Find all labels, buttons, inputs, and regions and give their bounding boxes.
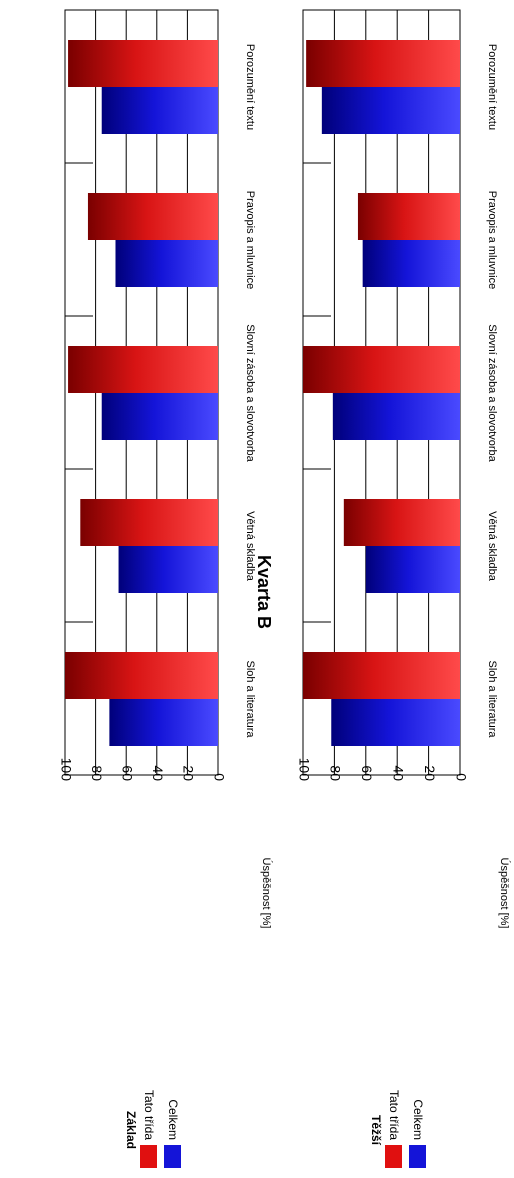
bar-tato-trida — [68, 346, 218, 393]
legend-label: Celkem — [166, 1099, 180, 1140]
legend-swatch-celkem — [164, 1145, 181, 1168]
category-label: Sloh a literatura — [244, 660, 256, 738]
bar-tato-trida — [343, 499, 460, 546]
category-label: Pravopis a mluvnice — [244, 191, 256, 289]
bar-celkem — [365, 546, 460, 593]
category-label: Sloh a literatura — [486, 660, 498, 738]
charts-group: 0 20 40 60 80 100 Porozumění textu Pravopis a m… — [58, 9, 511, 1168]
tick-label: 100 — [58, 758, 74, 782]
tick-label: 0 — [453, 773, 469, 781]
bar-tato-trida — [65, 652, 218, 699]
bar-celkem — [101, 87, 218, 134]
legend-swatch-tato-trida — [385, 1145, 402, 1168]
category-label: Větná skladba — [244, 511, 256, 582]
bar-tato-trida — [80, 499, 218, 546]
legend-label: Tato třída — [142, 1090, 156, 1140]
category-label: Slovní zásoba a slovotvorba — [486, 324, 498, 462]
axis-label: Úspěšnost [%] — [260, 858, 273, 929]
bar-celkem — [101, 393, 218, 440]
tick-label: 20 — [181, 765, 197, 781]
chart-2: 0 20 40 60 80 100 Porozumění textu Pravopis a m… — [296, 9, 511, 1168]
bar-celkem — [118, 546, 218, 593]
bar-tato-trida — [87, 193, 218, 240]
category-label: Porozumění textu — [244, 44, 256, 130]
legend-label: Celkem — [411, 1099, 425, 1140]
tick-label: 60 — [119, 765, 135, 781]
tick-label: 100 — [296, 758, 312, 782]
legend-title: Základ — [124, 1111, 138, 1149]
bar-tato-trida — [303, 652, 460, 699]
axis-label: Úspěšnost [%] — [498, 858, 511, 929]
category-label: Pravopis a mluvnice — [486, 191, 498, 289]
bar-celkem — [362, 240, 460, 287]
tick-label: 0 — [211, 773, 227, 781]
legend-title: Těžší — [369, 1115, 383, 1146]
category-label: Větná skladba — [486, 511, 498, 582]
tick-label: 40 — [390, 765, 406, 781]
bar-celkem — [109, 699, 218, 746]
bar-celkem — [115, 240, 218, 287]
bar-celkem — [332, 393, 460, 440]
legend-swatch-tato-trida — [140, 1145, 157, 1168]
legend-swatch-celkem — [409, 1145, 426, 1168]
category-label: Porozumění textu — [486, 44, 498, 130]
legend-label: Tato třída — [387, 1090, 401, 1140]
bar-celkem — [331, 699, 460, 746]
category-label: Slovní zásoba a slovotvorba — [244, 324, 256, 462]
bar-tato-trida — [303, 346, 460, 393]
tick-label: 40 — [150, 765, 166, 781]
bar-celkem — [321, 87, 460, 134]
chart-title: Kvarta B — [254, 555, 274, 629]
tick-label: 80 — [89, 765, 105, 781]
bar-tato-trida — [68, 40, 218, 87]
bar-tato-trida — [306, 40, 460, 87]
bar-tato-trida — [357, 193, 460, 240]
chart-1: 0 20 40 60 80 100 Porozumění textu Pravopis a m… — [58, 9, 273, 1168]
tick-label: 80 — [328, 765, 344, 781]
tick-label: 60 — [359, 765, 375, 781]
tick-label: 20 — [422, 765, 438, 781]
